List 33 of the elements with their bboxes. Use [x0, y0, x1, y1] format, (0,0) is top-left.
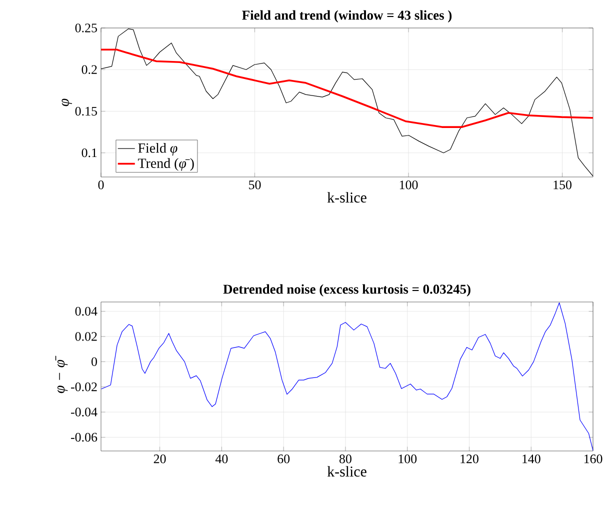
legend-label: Trend (φ̄) [138, 158, 194, 171]
line-series [101, 48, 594, 128]
y-tick-label: 0.1 [82, 148, 97, 158]
y-tick-label: 0.15 [75, 106, 97, 116]
x-tick-label: 80 [339, 454, 352, 464]
chart-title: Field and trend (window = 43 slices ) [242, 10, 452, 22]
y-axis-title: φ [62, 98, 72, 106]
x-tick-label: 150 [554, 180, 572, 190]
y-tick-label: 0 [92, 357, 97, 366]
x-tick-label: 20 [154, 454, 166, 464]
y-tick-label: -0.04 [70, 408, 98, 416]
x-tick-label: 60 [278, 454, 290, 464]
y-tick-label: 0.2 [82, 65, 97, 74]
x-tick-label: 120 [460, 454, 478, 464]
y-tick-label: 0.04 [75, 306, 98, 316]
x-axis-title: k-slice [327, 192, 366, 203]
x-tick-label: 100 [400, 180, 418, 190]
x-tick-label: 0 [98, 180, 104, 190]
legend-label: Field φ [138, 142, 178, 156]
x-tick-label: 140 [522, 454, 540, 464]
x-axis-title: k-slice [327, 466, 366, 477]
y-tick-label: -0.02 [70, 382, 97, 392]
x-tick-label: 50 [249, 180, 261, 190]
y-tick-label: 0.02 [75, 332, 97, 341]
x-tick-label: 100 [398, 454, 417, 464]
line-series [101, 302, 594, 451]
chart-title: Detrended noise (excess kurtosis = 0.03245) [223, 284, 470, 296]
x-tick-label: 160 [584, 454, 602, 464]
x-tick-label: 40 [215, 454, 228, 464]
y-tick-label: -0.06 [70, 432, 98, 442]
line-series [101, 28, 594, 176]
y-tick-label: 0.25 [75, 24, 97, 32]
y-axis-title: φ − φ̄ [55, 356, 68, 394]
